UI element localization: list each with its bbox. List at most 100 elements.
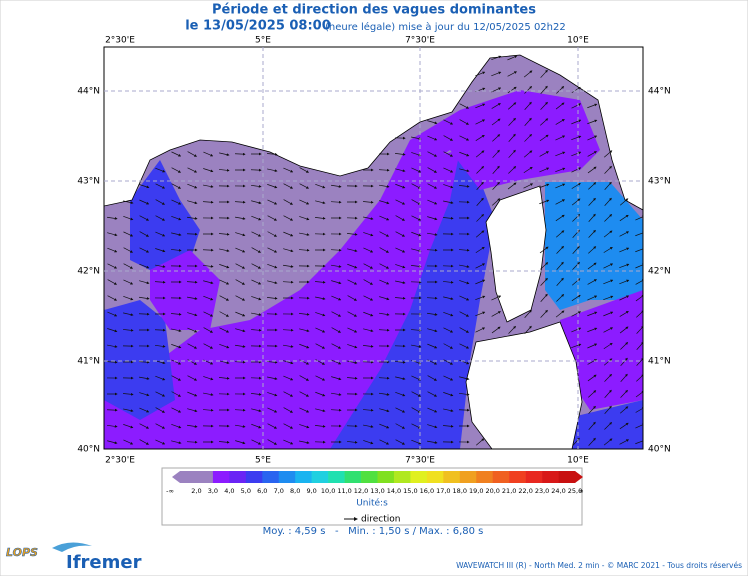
wave-arrow [315,296,326,300]
wave-arrow [283,183,294,189]
wave-arrow [459,168,470,173]
note: (heure légale) mise à jour du 12/05/2025… [325,21,566,33]
wave-arrow [283,439,294,445]
wave-arrow [171,391,182,397]
wave-arrow [202,408,214,412]
wave-arrow [619,231,630,237]
colorbar-swatch [328,471,345,483]
wave-arrow [476,165,485,174]
map-border [103,46,644,450]
colorbar-swatch [212,471,230,483]
wave-arrow [427,424,438,429]
wave-arrow [299,183,310,189]
wave-arrow [139,439,150,445]
wave-arrow [603,342,613,350]
wave-arrow [427,343,438,349]
wave-arrow [283,248,294,253]
wave-arrow [170,312,182,316]
colorbar-swatch [558,471,576,483]
wave-arrow [556,86,565,94]
wave-arrow [107,311,118,317]
wave-arrow [524,309,532,318]
wave-arrow [443,327,454,333]
wave-arrow [604,181,612,190]
wave-arrow [235,440,246,445]
wave-arrow [347,344,358,349]
wave-arrow [267,392,278,397]
wave-arrow [427,183,438,189]
wave-arrow [107,279,118,285]
wave-arrow [603,311,614,317]
colorbar-label: 21,0 [502,487,516,495]
wave-arrow [171,328,182,332]
colorbar-label: 15,0 [403,487,417,495]
wave-arrow [508,166,517,174]
wave-arrow [219,279,230,285]
wave-arrow [603,150,613,158]
colorbar-swatch [262,471,280,483]
wave-arrow [571,135,582,141]
date: le 13/05/2025 08:00 [185,19,331,34]
wave-arrow [283,344,294,348]
wave-arrow [155,423,166,429]
wave-arrow [426,248,438,252]
wave-arrow [524,133,533,142]
wave-arrow [155,167,166,173]
wave-arrow [331,359,342,365]
wave-arrow [475,263,486,269]
wave-arrow [459,295,470,301]
wave-arrow [139,231,150,237]
wave-arrow [203,295,214,301]
wave-arrow [587,374,597,382]
wave-arrow [619,214,629,222]
wave-arrow [379,279,390,285]
wave-arrow [315,359,326,365]
wave-arrow [203,392,214,396]
wave-arrow [315,183,326,189]
wave-arrow [315,408,326,413]
wave-arrow [155,215,166,221]
wave-arrow [475,230,485,238]
wave-arrow [267,199,278,205]
wave-arrow [620,373,628,382]
wave-arrow [379,263,390,269]
wave-arrow [588,213,596,222]
wave-arrow [155,375,166,381]
wave-arrow [555,183,566,189]
wave-arrow [571,278,581,286]
colorbar-label: 4,0 [224,487,234,495]
wave-arrow [476,213,485,222]
wave-arrow [251,296,262,301]
wave-arrow [363,424,374,428]
wave-arrow [555,119,565,125]
wave-arrow [475,103,486,109]
wave-arrow [443,392,454,397]
wave-arrow [379,392,390,396]
colorbar-swatch [426,471,444,483]
wave-arrow [587,327,598,333]
wave-arrow [411,439,422,445]
wave-arrow [507,86,517,94]
wave-arrow [635,263,643,269]
lat-label: 43°N [648,177,671,187]
wave-arrow [267,280,278,285]
wave-arrow [235,263,246,269]
wave-arrow [107,247,118,253]
wave-arrow [603,327,614,333]
wave-arrow [250,328,262,332]
wave-arrow [379,439,390,445]
wave-arrow [555,102,565,110]
wave-arrow [492,165,500,174]
wave-arrow [491,326,501,334]
wave-arrow [171,440,182,445]
wave-arrow [604,197,612,206]
wave-arrow [459,119,470,125]
lat-label: 41°N [77,357,100,367]
wave-arrow [476,181,484,190]
wave-arrow [395,280,406,284]
wave-arrow [604,389,612,398]
wave-arrow [282,280,294,284]
wave-arrow [475,279,486,285]
wave-arrow [603,247,613,253]
wave-arrow [604,165,612,174]
